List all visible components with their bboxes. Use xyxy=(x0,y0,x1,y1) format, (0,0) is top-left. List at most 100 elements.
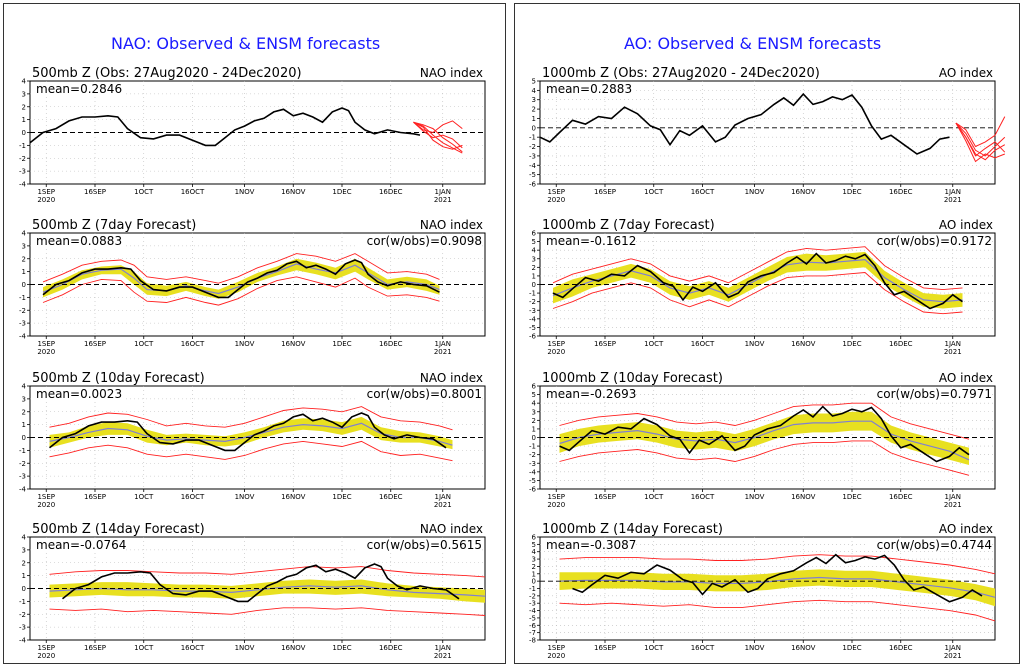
y-tick-label: 0 xyxy=(22,434,26,442)
y-tick-label: -6 xyxy=(529,486,537,494)
observed-line xyxy=(559,405,970,463)
x-tick-label: 16SEP xyxy=(594,188,616,196)
observed-line xyxy=(539,92,950,155)
mean-label: mean=0.0023 xyxy=(36,387,122,401)
chart-subtitle: 1000mb Z (14day Forecast) xyxy=(542,522,723,537)
mean-label-bg xyxy=(33,539,123,551)
mean-label: mean=-0.1612 xyxy=(546,234,636,248)
x-tick-label: 1DEC xyxy=(842,188,861,196)
x-tick-label: 1SEP xyxy=(547,188,565,196)
y-tick-label: 2 xyxy=(22,255,26,263)
y-tick-label: 1 xyxy=(22,268,26,276)
x-year-label: 2021 xyxy=(944,196,962,204)
x-tick-label: 1JAN xyxy=(945,340,961,348)
cor-label: cor(w/obs)=0.9098 xyxy=(367,234,482,248)
y-tick-label: 5 xyxy=(532,238,536,246)
x-tick-label: 16DEC xyxy=(379,340,403,348)
y-tick-label: -5 xyxy=(529,477,536,485)
x-tick-label: 1NOV xyxy=(235,493,255,501)
ensemble-member-line xyxy=(413,121,463,149)
mean-label-bg xyxy=(543,539,633,551)
y-tick-label: -3 xyxy=(19,320,26,328)
x-tick-label: 1OCT xyxy=(134,493,154,501)
x-year-label: 2020 xyxy=(37,196,55,204)
envelope-lower-line xyxy=(42,276,440,306)
x-tick-label: 16NOV xyxy=(281,493,306,501)
plot-frame xyxy=(539,80,996,185)
y-tick-label: 1 xyxy=(532,272,536,280)
y-tick-label: 3 xyxy=(532,96,536,104)
x-tick-label: 1NOV xyxy=(745,493,765,501)
mean-label: mean=0.2846 xyxy=(36,82,122,96)
x-tick-label: 16OCT xyxy=(181,340,205,348)
cor-label-bg xyxy=(867,235,992,247)
y-tick-label: -4 xyxy=(19,181,27,189)
observed-line xyxy=(552,252,963,310)
chart-subtitle: 1000mb Z (10day Forecast) xyxy=(542,371,723,386)
ensemble-member-line xyxy=(955,116,1006,148)
x-tick-label: 1SEP xyxy=(37,340,55,348)
chart-index-label: AO index xyxy=(939,218,993,232)
y-tick-label: -8 xyxy=(529,637,536,645)
observed-line xyxy=(62,563,460,603)
chart-ao-0: 1000mb Z (Obs: 27Aug2020 - 24Dec2020) AO … xyxy=(529,66,1006,204)
y-tick-label: -2 xyxy=(529,451,536,459)
x-tick-label: 1DEC xyxy=(332,493,351,501)
x-tick-label: 16NOV xyxy=(791,188,816,196)
y-tick-label: 6 xyxy=(532,230,537,238)
ensemble-member-line xyxy=(413,121,463,153)
envelope-upper-line xyxy=(42,253,440,284)
x-tick-label: 16DEC xyxy=(379,188,403,196)
x-tick-label: 1DEC xyxy=(842,644,861,652)
cor-label: cor(w/obs)=0.9172 xyxy=(877,234,992,248)
x-year-label: 2020 xyxy=(547,652,565,660)
x-tick-label: 1JAN xyxy=(435,644,451,652)
x-year-label: 2021 xyxy=(944,652,962,660)
cor-label-bg xyxy=(357,388,482,400)
ensemble-member-line xyxy=(955,122,1006,161)
y-tick-label: 3 xyxy=(532,255,536,263)
mean-label: mean=-0.2693 xyxy=(546,387,636,401)
x-tick-label: 16SEP xyxy=(594,493,616,501)
y-tick-label: 4 xyxy=(22,383,27,391)
y-tick-label: 2 xyxy=(532,106,536,114)
spread-band xyxy=(559,569,995,607)
ensemble-mean-line xyxy=(42,263,440,295)
y-tick-label: 2 xyxy=(532,264,536,272)
chart-index-label: NAO index xyxy=(420,66,483,80)
x-tick-label: 1JAN xyxy=(435,188,451,196)
x-tick-label: 16DEC xyxy=(889,493,913,501)
y-tick-label: 5 xyxy=(532,391,536,399)
y-tick-label: -2 xyxy=(19,155,26,163)
cor-label-bg xyxy=(867,388,992,400)
mean-label-bg xyxy=(33,235,123,247)
y-tick-label: -1 xyxy=(19,142,26,150)
y-tick-label: -1 xyxy=(529,290,536,298)
envelope-upper-line xyxy=(559,554,996,575)
x-tick-label: 1SEP xyxy=(37,644,55,652)
y-tick-label: 4 xyxy=(532,247,537,255)
y-tick-label: 4 xyxy=(532,87,537,95)
y-tick-label: -5 xyxy=(529,324,536,332)
x-tick-label: 1DEC xyxy=(842,340,861,348)
y-tick-label: 0 xyxy=(22,281,26,289)
x-year-label: 2021 xyxy=(944,501,962,509)
y-tick-label: -3 xyxy=(19,168,26,176)
y-tick-label: -3 xyxy=(529,152,536,160)
x-tick-label: 16DEC xyxy=(379,644,403,652)
y-tick-label: -3 xyxy=(529,600,536,608)
y-tick-label: 2 xyxy=(22,408,26,416)
y-tick-label: 0 xyxy=(532,434,536,442)
cor-label-bg xyxy=(357,235,482,247)
y-tick-label: -5 xyxy=(529,614,536,622)
chart-subtitle: 500mb Z (7day Forecast) xyxy=(32,218,196,233)
mean-label-bg xyxy=(543,235,633,247)
x-tick-label: 1JAN xyxy=(945,493,961,501)
y-tick-label: 5 xyxy=(532,78,536,86)
y-tick-label: 3 xyxy=(22,90,26,98)
y-tick-label: -1 xyxy=(529,443,536,451)
spread-band xyxy=(49,416,453,450)
ensemble-member-line xyxy=(413,121,463,150)
chart-subtitle: 500mb Z (Obs: 27Aug2020 - 24Dec2020) xyxy=(32,66,302,81)
x-year-label: 2020 xyxy=(547,348,565,356)
